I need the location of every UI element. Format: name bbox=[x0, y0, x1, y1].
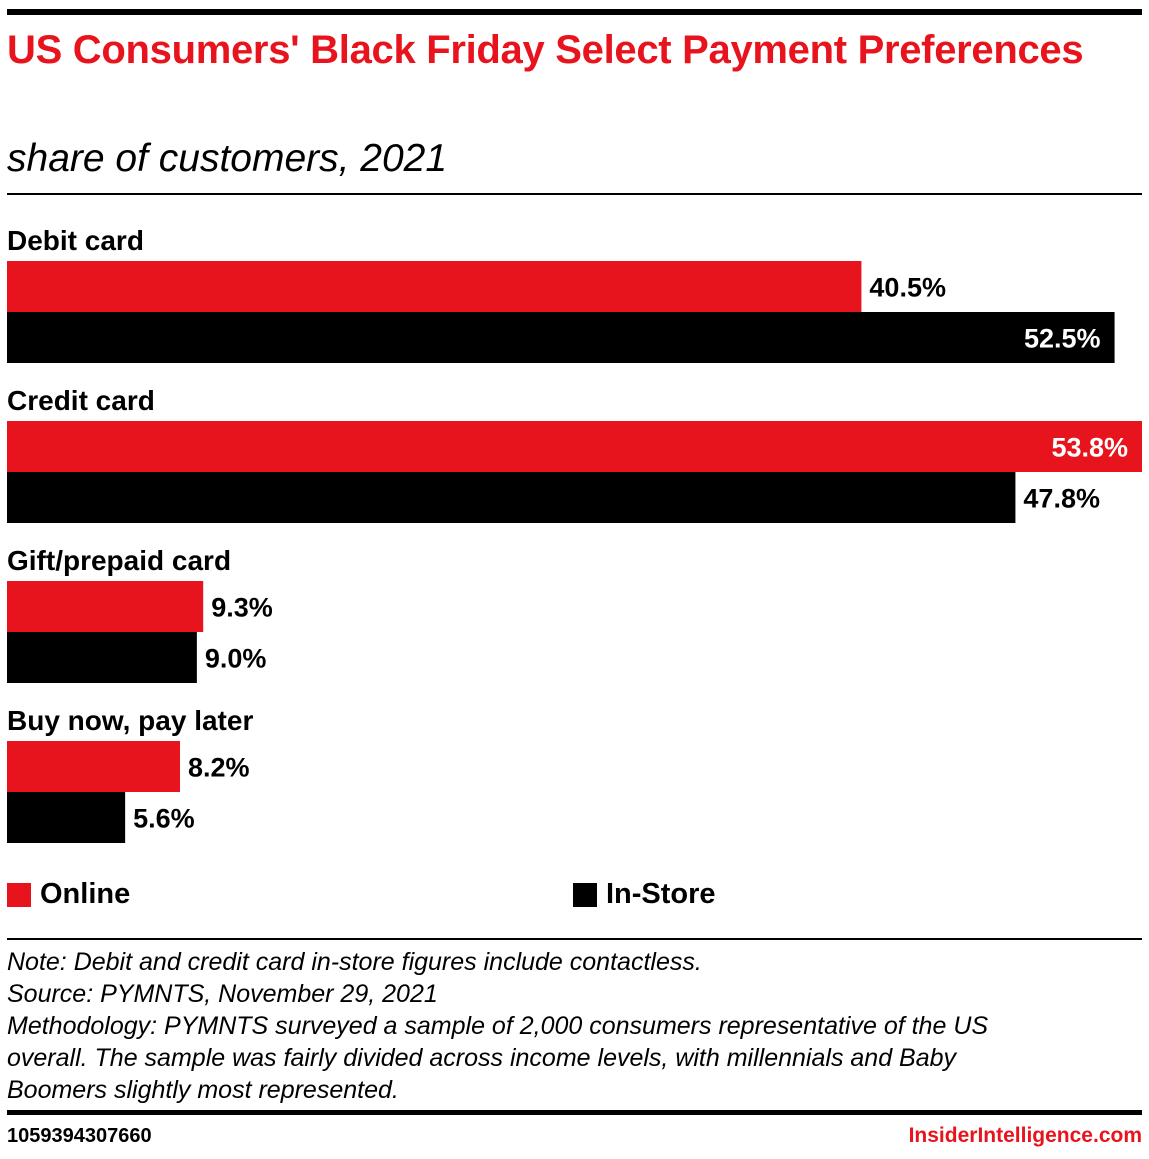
source-text: Source: PYMNTS, November 29, 2021 bbox=[7, 980, 438, 1008]
data-label-in-store-credit-card: 47.8% bbox=[1023, 484, 1100, 514]
bar-online-buy-now-pay-later bbox=[7, 741, 180, 792]
legend-online: Online bbox=[7, 878, 130, 911]
data-label-online-credit-card: 53.8% bbox=[1051, 433, 1128, 463]
methodology-line-1: Methodology: PYMNTS surveyed a sample of… bbox=[7, 1012, 989, 1040]
bar-in-store-buy-now-pay-later bbox=[7, 792, 126, 843]
bar-online-debit-card bbox=[7, 261, 862, 312]
category-label-credit-card: Credit card bbox=[7, 385, 155, 416]
chart-subtitle: share of customers, 2021 bbox=[7, 137, 448, 180]
category-label-debit-card: Debit card bbox=[7, 225, 144, 256]
methodology-line-3: Boomers slightly most represented. bbox=[7, 1076, 399, 1104]
data-label-in-store-buy-now-pay-later: 5.6% bbox=[133, 804, 195, 834]
data-label-online-gift-prepaid-card: 9.3% bbox=[211, 593, 273, 623]
bar-in-store-gift-prepaid-card bbox=[7, 632, 197, 683]
bar-in-store-debit-card bbox=[7, 312, 1115, 363]
footer-rule bbox=[7, 1110, 1142, 1115]
data-label-in-store-gift-prepaid-card: 9.0% bbox=[205, 644, 267, 674]
legend-label-in-store: In-Store bbox=[606, 878, 716, 910]
legend-label-online: Online bbox=[40, 878, 131, 910]
data-label-online-debit-card: 40.5% bbox=[869, 273, 946, 303]
category-label-gift-prepaid-card: Gift/prepaid card bbox=[7, 545, 231, 576]
legend-in-store: In-Store bbox=[573, 878, 716, 911]
legend-swatch-online bbox=[7, 882, 31, 907]
notes-divider bbox=[7, 938, 1142, 940]
bar-online-gift-prepaid-card bbox=[7, 581, 204, 632]
bar-chart: Debit card 40.5% 52.5% Credit card 53.8% 47.8… bbox=[7, 225, 1142, 843]
data-label-in-store-debit-card: 52.5% bbox=[1024, 324, 1101, 354]
chart-notes: Note: Debit and credit card in-store fig… bbox=[7, 946, 1137, 1106]
chart-id: 1059394307660 bbox=[7, 1125, 152, 1147]
legend-swatch-in-store bbox=[573, 882, 597, 907]
note-text: Note: Debit and credit card in-store fig… bbox=[7, 948, 702, 976]
brand-logo-text: InsiderIntelligence.com bbox=[908, 1124, 1142, 1147]
bar-online-credit-card bbox=[7, 421, 1142, 472]
data-label-online-buy-now-pay-later: 8.2% bbox=[188, 753, 250, 783]
top-rule bbox=[7, 9, 1142, 15]
category-label-buy-now-pay-later: Buy now, pay later bbox=[7, 705, 253, 736]
chart-title: US Consumers' Black Friday Select Paymen… bbox=[7, 28, 1084, 72]
bar-in-store-credit-card bbox=[7, 472, 1016, 523]
methodology-line-2: overall. The sample was fairly divided a… bbox=[7, 1044, 957, 1072]
header-divider bbox=[7, 193, 1142, 195]
